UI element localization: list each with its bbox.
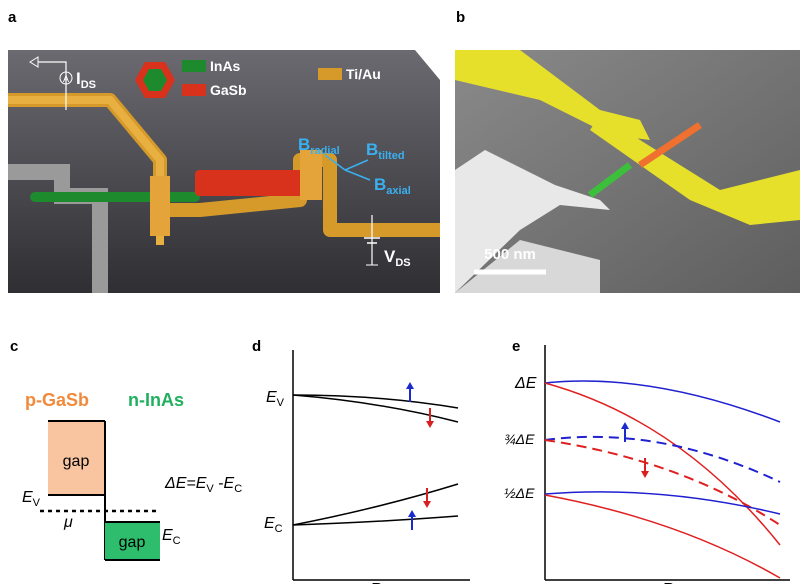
panel-label: c <box>10 338 18 355</box>
ammeter-label: A <box>63 74 69 84</box>
gap-label: gap <box>63 453 90 470</box>
panel-c: c p-GaSb n-InAs gap gap EV μ EC ΔE=EV -E… <box>10 338 242 560</box>
ec-label: EC <box>264 515 283 535</box>
ev-label: EV <box>22 489 41 509</box>
panel-d: d EV EC B <box>252 338 470 584</box>
level-label: ½ΔE <box>504 485 535 501</box>
panel-label: a <box>8 9 17 26</box>
curve <box>545 381 780 422</box>
panel-label: b <box>456 9 465 26</box>
equation-part: E <box>196 475 207 492</box>
figure: a A IDS VDS InAs GaSb Ti/Au Bradial Btil… <box>0 0 808 584</box>
panel-b: b 500 nm <box>455 9 800 293</box>
curve <box>545 383 780 545</box>
curve <box>293 395 458 422</box>
symbol: B <box>298 135 310 154</box>
panel-label: e <box>512 338 520 355</box>
subscript: DS <box>81 79 96 91</box>
contact <box>150 176 170 236</box>
legend-swatch <box>182 84 206 96</box>
legend-swatch <box>318 68 342 80</box>
gasb-segment <box>195 170 305 196</box>
subscript: C <box>275 523 283 535</box>
equation: ΔE=EV -EC <box>164 475 242 495</box>
spin-arrows <box>621 422 649 478</box>
curve <box>545 495 780 578</box>
equation-part: E <box>224 475 235 492</box>
subscript: V <box>33 497 41 509</box>
symbol: V <box>384 247 396 266</box>
ec-label: EC <box>162 527 181 547</box>
legend-label: InAs <box>210 58 241 74</box>
inas-segment <box>30 192 200 202</box>
symbol: E <box>162 527 173 544</box>
level-label: ¾ΔE <box>504 431 535 447</box>
curve <box>545 437 780 482</box>
level-label: ΔE <box>514 375 537 392</box>
subscript: C <box>234 483 242 495</box>
contact <box>300 150 322 200</box>
legend-label: Ti/Au <box>346 66 381 82</box>
subscript: DS <box>395 257 410 269</box>
subscript: C <box>173 535 181 547</box>
legend-swatch <box>182 60 206 72</box>
symbol: E <box>266 389 277 406</box>
equation-part: - <box>214 475 224 492</box>
symbol: B <box>374 175 386 194</box>
p-label: p-GaSb <box>25 390 89 410</box>
legend-label: GaSb <box>210 82 247 98</box>
mu-label: μ <box>63 514 73 531</box>
scale-bar-label: 500 nm <box>484 246 536 263</box>
equation-part: ΔE= <box>164 475 196 492</box>
symbol: E <box>264 515 275 532</box>
curve <box>293 484 458 525</box>
gap-label: gap <box>119 534 146 551</box>
panel-a: a A IDS VDS InAs GaSb Ti/Au Bradial Btil… <box>8 9 440 293</box>
subscript: tilted <box>378 150 404 162</box>
panel-e: e ΔE ¾ΔE ½ΔE B <box>504 338 790 584</box>
symbol: B <box>366 140 378 159</box>
curve <box>545 440 780 525</box>
subscript: axial <box>386 185 410 197</box>
symbol: E <box>22 489 33 506</box>
subscript: radial <box>310 145 339 157</box>
ev-label: EV <box>266 389 285 409</box>
panel-label: d <box>252 338 261 355</box>
subscript: V <box>277 397 285 409</box>
n-label: n-InAs <box>128 390 184 410</box>
